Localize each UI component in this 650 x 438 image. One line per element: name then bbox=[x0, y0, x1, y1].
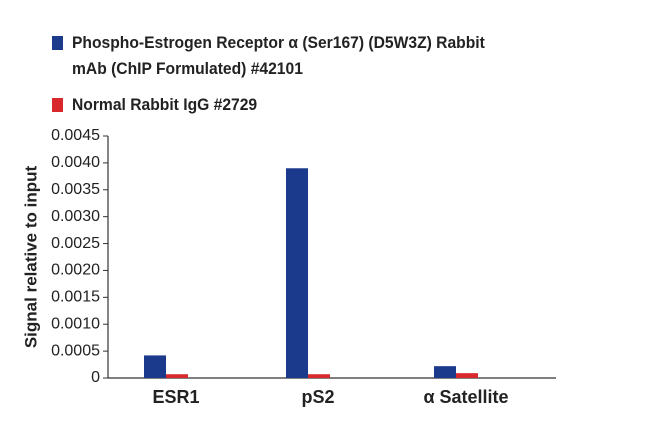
y-tick-label: 0.0020 bbox=[51, 262, 100, 279]
bar bbox=[166, 374, 188, 378]
y-tick-label: 0.0025 bbox=[51, 235, 100, 252]
y-tick-label: 0.0010 bbox=[51, 315, 100, 332]
bar bbox=[286, 168, 308, 378]
y-tick-label: 0.0045 bbox=[51, 127, 100, 144]
bar bbox=[434, 366, 456, 378]
y-tick-label: 0.0005 bbox=[51, 342, 100, 359]
bar bbox=[144, 355, 166, 378]
y-tick-label: 0.0015 bbox=[51, 289, 100, 306]
x-tick-label: ESR1 bbox=[152, 387, 199, 407]
y-tick-label: 0.0035 bbox=[51, 181, 100, 198]
y-axis-label: Signal relative to input bbox=[21, 166, 40, 349]
y-tick-label: 0 bbox=[91, 369, 100, 386]
legend-label: Normal Rabbit IgG #2729 bbox=[72, 95, 258, 114]
y-tick-label: 0.0030 bbox=[51, 208, 100, 225]
bar bbox=[308, 374, 330, 378]
bar bbox=[456, 373, 478, 378]
x-tick-label: pS2 bbox=[301, 387, 334, 407]
x-tick-label: α Satellite bbox=[423, 387, 508, 407]
legend-swatch bbox=[52, 98, 63, 112]
legend-swatch bbox=[52, 36, 63, 50]
legend-label: Phospho-Estrogen Receptor α (Ser167) (D5… bbox=[72, 33, 485, 78]
y-tick-label: 0.0040 bbox=[51, 154, 100, 171]
